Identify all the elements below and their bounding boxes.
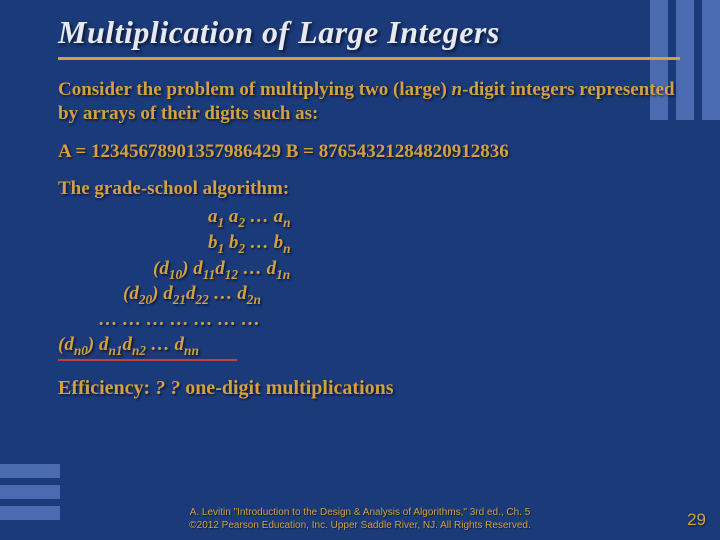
a-label: A =: [58, 141, 91, 162]
ab-sep: B =: [281, 141, 319, 162]
page-number: 29: [687, 510, 706, 530]
ab-values: A = 12345678901357986429 B = 87654321284…: [58, 140, 680, 164]
slide-title: Multiplication of Large Integers: [58, 14, 680, 60]
a-value: 12345678901357986429: [91, 141, 281, 162]
efficiency-line: Efficiency: ? ? one-digit multiplication…: [58, 377, 680, 400]
efficiency-question: ? ?: [155, 377, 180, 399]
intro-n: n: [452, 79, 463, 100]
algo-row-b: b1 b2 … bn: [58, 231, 680, 257]
footer-line-1: A. Levitin "Introduction to the Design &…: [0, 507, 720, 520]
algo-row-dots: … … … … … … …: [58, 308, 680, 332]
footer-line-2: ©2012 Pearson Education, Inc. Upper Sadd…: [0, 520, 720, 533]
slide-content: Multiplication of Large Integers Conside…: [0, 0, 720, 400]
algo-row-dn: (dn0) dn1dn2 … dnn: [58, 333, 680, 362]
efficiency-label: Efficiency:: [58, 377, 155, 399]
algo-row-a: a1 a2 … an: [58, 205, 680, 231]
algo-row-d1: (d10) d11d12 … d1n: [58, 257, 680, 283]
algo-heading: The grade-school algorithm:: [58, 177, 680, 201]
b-value: 87654321284820912836: [319, 141, 509, 162]
algorithm-block: a1 a2 … an b1 b2 … bn (d10) d11d12 … d1n…: [58, 205, 680, 361]
algo-row-d2: (d20) d21d22 … d2n: [58, 282, 680, 308]
footer-citation: A. Levitin "Introduction to the Design &…: [0, 507, 720, 532]
intro-text-1: Consider the problem of multiplying two …: [58, 79, 452, 100]
efficiency-tail: one-digit multiplications: [180, 377, 393, 399]
intro-paragraph: Consider the problem of multiplying two …: [58, 78, 680, 126]
